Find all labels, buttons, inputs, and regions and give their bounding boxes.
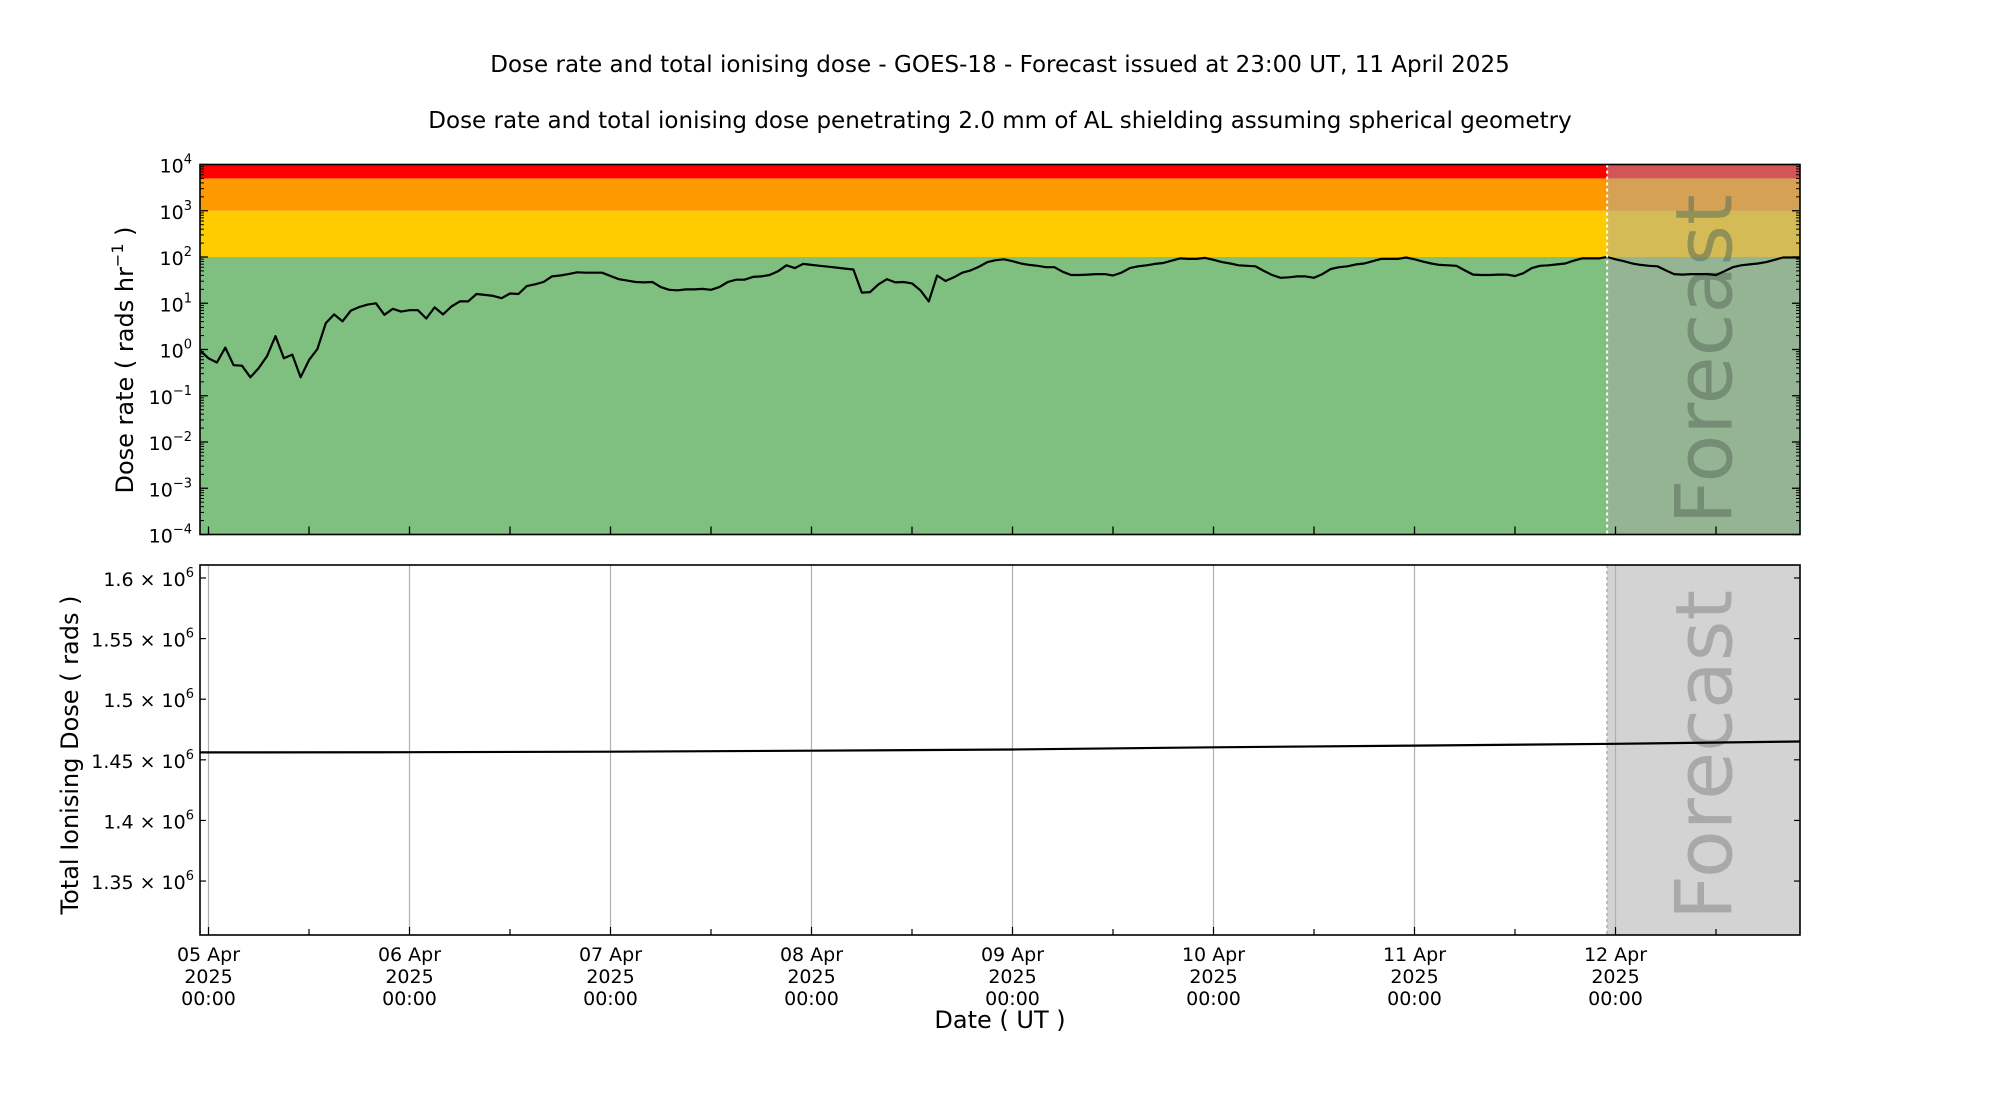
risk-band-3 [200, 164, 1800, 179]
x-tick-year: 2025 [988, 966, 1036, 988]
y-tick-base: 10 [160, 248, 184, 270]
y-tick-exponent: 4 [184, 153, 192, 168]
y-tick-label: 104 [160, 153, 192, 178]
x-tick-year: 2025 [586, 966, 634, 988]
y-tick-base: 10 [160, 294, 184, 316]
dose-rate-line [199, 255, 1800, 379]
x-tick-day: 10 Apr [1182, 944, 1245, 966]
x-tick-year: 2025 [184, 966, 232, 988]
risk-band-2 [200, 178, 1800, 211]
forecast-shading [1607, 565, 1800, 935]
x-tick-day: 09 Apr [981, 944, 1044, 966]
dose-rate-panel: Forecast10−410−310−210−1100101102103104D… [108, 153, 1801, 548]
dose-rate-axis-label: Dose rate ( rads hr−1 ) [108, 226, 139, 493]
y-tick-label: 10−4 [149, 523, 192, 548]
y-tick-exponent: −4 [173, 523, 192, 538]
y-tick-mantissa: 1.45 × 10 [91, 751, 185, 773]
y-tick-base: 10 [149, 387, 173, 409]
x-tick-year: 2025 [1390, 966, 1438, 988]
x-tick-time: 00:00 [181, 988, 236, 1010]
y-tick-exponent: 6 [186, 566, 194, 581]
x-tick-time: 00:00 [1186, 988, 1241, 1010]
y-tick-base: 10 [160, 202, 184, 224]
y-tick-exponent: −1 [173, 384, 192, 399]
x-tick-day: 05 Apr [177, 944, 240, 966]
x-tick-time: 00:00 [382, 988, 437, 1010]
forecast-shading [1607, 164, 1800, 535]
ylabel-text: Dose rate ( rads hr [111, 267, 139, 494]
y-tick-exponent: 0 [184, 338, 192, 353]
y-tick-exponent: 6 [186, 869, 194, 884]
y-tick-base: 10 [149, 479, 173, 501]
x-tick-time: 00:00 [985, 988, 1040, 1010]
ylabel-superscript: −1 [108, 243, 127, 267]
y-tick-label: 101 [160, 291, 192, 316]
y-tick-label: 1.35 × 106 [91, 869, 194, 894]
y-tick-exponent: −3 [173, 476, 192, 491]
ylabel-close: ) [111, 226, 139, 243]
risk-band-0 [200, 257, 1800, 535]
y-tick-mantissa: 1.55 × 10 [91, 630, 185, 652]
x-tick-day: 11 Apr [1383, 944, 1446, 966]
x-axis-label: Date ( UT ) [934, 1006, 1065, 1034]
y-tick-label: 1.5 × 106 [103, 687, 194, 712]
x-tick-year: 2025 [787, 966, 835, 988]
y-tick-mantissa: 1.35 × 10 [91, 872, 185, 894]
y-tick-base: 10 [160, 156, 184, 178]
x-tick-year: 2025 [1591, 966, 1639, 988]
y-tick-mantissa: 1.4 × 10 [103, 811, 185, 833]
y-tick-exponent: 2 [184, 245, 192, 260]
y-tick-exponent: −2 [173, 430, 192, 445]
y-tick-base: 10 [149, 433, 173, 455]
x-tick-day: 07 Apr [579, 944, 642, 966]
y-tick-label: 102 [160, 245, 192, 270]
x-tick-time: 00:00 [1387, 988, 1442, 1010]
y-tick-label: 10−3 [149, 476, 192, 501]
y-tick-label: 10−1 [149, 384, 192, 409]
y-tick-exponent: 1 [184, 291, 192, 306]
y-tick-exponent: 6 [186, 748, 194, 763]
forecast-label: Forecast [1661, 194, 1751, 524]
bottom-axes-frame [199, 564, 1801, 936]
y-tick-exponent: 3 [184, 199, 192, 214]
y-tick-label: 10−2 [149, 430, 192, 455]
total-dose-line [200, 740, 1800, 754]
x-tick-time: 00:00 [1588, 988, 1643, 1010]
y-tick-base: 10 [149, 526, 173, 548]
y-tick-exponent: 6 [186, 687, 194, 702]
x-tick-day: 08 Apr [780, 944, 843, 966]
y-tick-label: 100 [160, 338, 192, 363]
x-tick-year: 2025 [1189, 966, 1237, 988]
y-tick-label: 1.4 × 106 [103, 808, 194, 833]
x-tick-day: 06 Apr [378, 944, 441, 966]
total-dose-axis-label: Total Ionising Dose ( rads ) [56, 596, 84, 916]
x-tick-day: 12 Apr [1584, 944, 1647, 966]
y-tick-label: 1.6 × 106 [103, 566, 194, 591]
chart-title: Dose rate and total ionising dose - GOES… [490, 52, 1509, 78]
y-tick-label: 1.45 × 106 [91, 748, 194, 773]
chart-subtitle: Dose rate and total ionising dose penetr… [428, 108, 1571, 134]
x-tick-time: 00:00 [784, 988, 839, 1010]
y-tick-label: 1.55 × 106 [91, 627, 194, 652]
y-tick-mantissa: 1.6 × 10 [103, 569, 185, 591]
forecast-label: Forecast [1661, 590, 1751, 920]
y-tick-exponent: 6 [186, 808, 194, 823]
risk-band-1 [200, 210, 1800, 257]
x-tick-time: 00:00 [583, 988, 638, 1010]
y-tick-base: 10 [160, 341, 184, 363]
y-tick-exponent: 6 [186, 627, 194, 642]
y-tick-label: 103 [160, 199, 192, 224]
y-tick-mantissa: 1.5 × 10 [103, 690, 185, 712]
x-tick-year: 2025 [385, 966, 433, 988]
